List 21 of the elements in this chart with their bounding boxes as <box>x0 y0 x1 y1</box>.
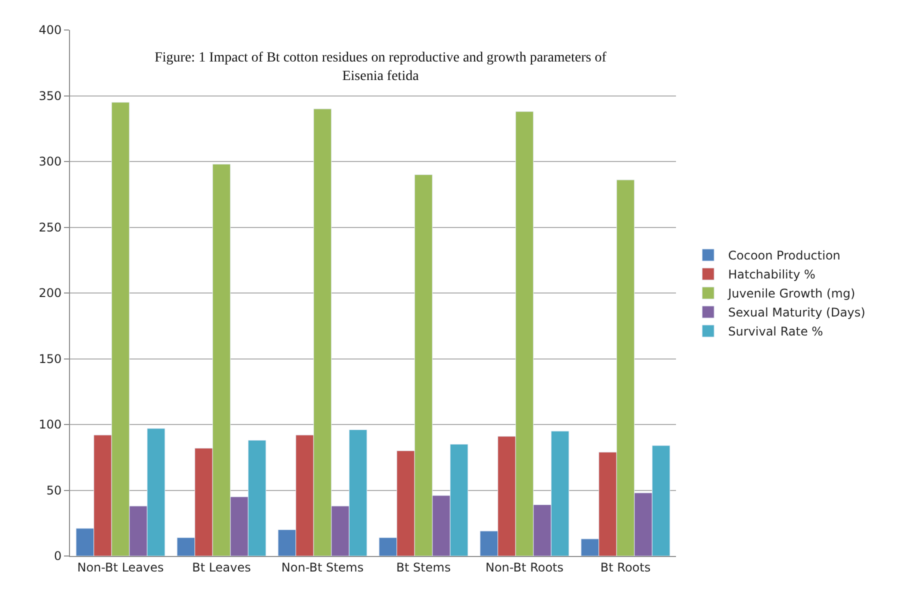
x-tick-label: Bt Roots <box>600 560 651 574</box>
y-tick-label: 200 <box>38 286 62 300</box>
y-tick-label: 350 <box>38 88 62 103</box>
legend-label: Cocoon Production <box>728 248 840 263</box>
x-tick-label: Non-Bt Leaves <box>77 560 164 574</box>
y-tick-label: 400 <box>38 23 62 38</box>
legend-label: Juvenile Growth (mg) <box>727 286 856 301</box>
x-tick-label: Bt Stems <box>396 560 451 574</box>
y-tick-label: 250 <box>38 220 62 234</box>
legend-label: Survival Rate % <box>728 324 824 339</box>
y-tick-label: 0 <box>54 549 62 564</box>
x-tick-label: Non-Bt Stems <box>281 560 364 574</box>
y-tick-label: 50 <box>46 483 62 498</box>
legend-label: Hatchability % <box>728 268 816 282</box>
y-tick-label: 300 <box>38 154 62 169</box>
x-tick-label: Non-Bt Roots <box>485 560 564 574</box>
x-tick-label: Bt Leaves <box>192 560 251 574</box>
text: Figure: 1 Impact of Bt cotton residues on reproductive and growth parameters of Eisenia fetida <box>154 50 607 84</box>
y-tick-label: 150 <box>38 352 62 366</box>
legend-label: Sexual Maturity (Days) <box>728 306 866 320</box>
y-tick-label: 100 <box>38 418 62 432</box>
